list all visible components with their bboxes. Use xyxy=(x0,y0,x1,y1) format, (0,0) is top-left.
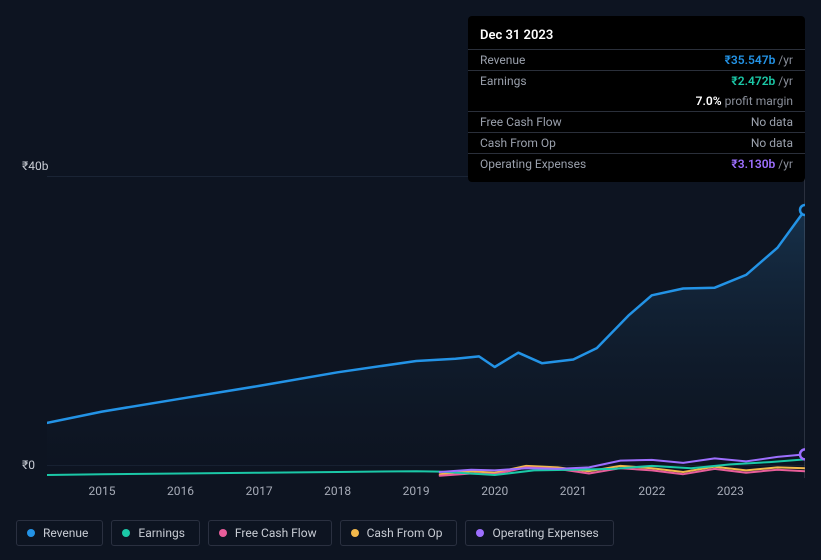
tooltip-row-cfo: Cash From Op No data xyxy=(468,132,805,153)
x-axis-label: 2022 xyxy=(638,484,665,498)
legend-label: Free Cash Flow xyxy=(235,526,317,540)
tooltip-earnings-label: Earnings xyxy=(480,74,527,88)
x-axis-label: 2018 xyxy=(324,484,351,498)
x-axis-label: 2023 xyxy=(717,484,744,498)
legend-dot-icon xyxy=(27,529,35,537)
tooltip-row-revenue: Revenue ₹35.547b /yr xyxy=(468,49,805,70)
tooltip-fcf-value: No data xyxy=(751,115,793,129)
financials-chart xyxy=(47,176,805,478)
legend-label: Cash From Op xyxy=(367,526,443,540)
tooltip-row-fcf: Free Cash Flow No data xyxy=(468,111,805,132)
legend-item-free_cash_flow[interactable]: Free Cash Flow xyxy=(208,520,332,546)
x-axis-label: 2017 xyxy=(246,484,273,498)
tooltip-cfo-value: No data xyxy=(751,136,793,150)
legend: Revenue Earnings Free Cash Flow Cash From O… xyxy=(16,520,614,546)
legend-label: Revenue xyxy=(43,526,88,540)
legend-item-cash_from_op[interactable]: Cash From Op xyxy=(340,520,458,546)
x-axis-label: 2016 xyxy=(167,484,194,498)
tooltip-opex-label: Operating Expenses xyxy=(480,157,586,171)
tooltip-date: Dec 31 2023 xyxy=(468,24,805,49)
tooltip-margin-value: 7.0% profit margin xyxy=(696,94,793,108)
y-axis-label-top: ₹40b xyxy=(22,159,48,173)
tooltip-revenue-label: Revenue xyxy=(480,53,525,67)
x-axis-label: 2019 xyxy=(403,484,430,498)
tooltip-revenue-value: ₹35.547b /yr xyxy=(725,53,793,67)
tooltip-fcf-label: Free Cash Flow xyxy=(480,115,562,129)
legend-label: Operating Expenses xyxy=(492,526,598,540)
x-axis-label: 2015 xyxy=(88,484,115,498)
legend-dot-icon xyxy=(219,529,227,537)
x-axis-label: 2021 xyxy=(560,484,587,498)
legend-dot-icon xyxy=(476,529,484,537)
tooltip-row-opex: Operating Expenses ₹3.130b /yr xyxy=(468,153,805,174)
tooltip-opex-value: ₹3.130b /yr xyxy=(731,157,793,171)
legend-dot-icon xyxy=(351,529,359,537)
tooltip-cfo-label: Cash From Op xyxy=(480,136,556,150)
tooltip-earnings-value: ₹2.472b /yr xyxy=(731,74,793,88)
tooltip-row-margin: 7.0% profit margin xyxy=(468,91,805,111)
chart-tooltip: Dec 31 2023 Revenue ₹35.547b /yr Earning… xyxy=(468,16,805,182)
legend-label: Earnings xyxy=(138,526,185,540)
x-axis-label: 2020 xyxy=(481,484,508,498)
legend-item-operating_expenses[interactable]: Operating Expenses xyxy=(465,520,613,546)
y-axis-label-bottom: ₹0 xyxy=(22,458,35,472)
x-axis: 2015 2016 2017 2018 2019 2020 2021 2022 2023 xyxy=(47,484,805,504)
legend-item-earnings[interactable]: Earnings xyxy=(111,520,200,546)
tooltip-row-earnings: Earnings ₹2.472b /yr xyxy=(468,70,805,91)
legend-item-revenue[interactable]: Revenue xyxy=(16,520,103,546)
legend-dot-icon xyxy=(122,529,130,537)
